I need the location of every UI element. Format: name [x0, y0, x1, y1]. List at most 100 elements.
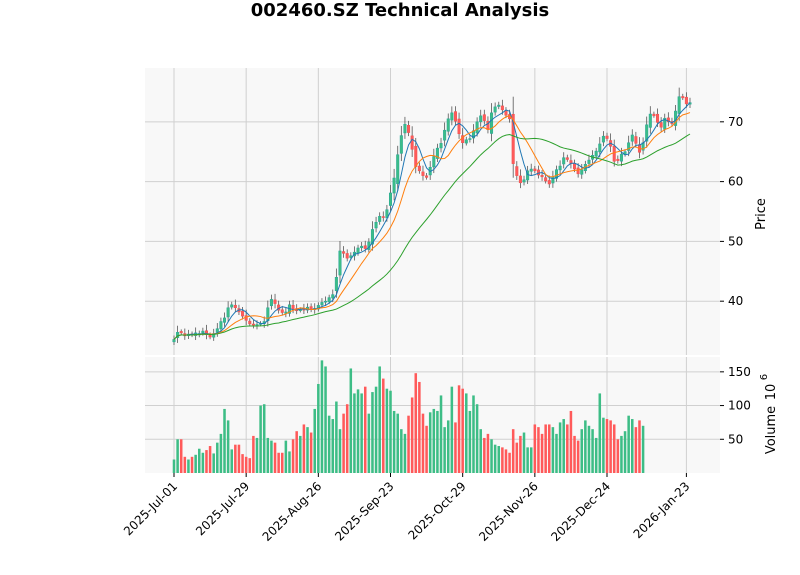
moving-average-10: [173, 112, 691, 340]
volume-bar: [591, 429, 594, 473]
chart-title: 002460.SZ Technical Analysis: [250, 0, 550, 21]
candle-body: [403, 123, 407, 134]
volume-tick-label: 50: [728, 432, 743, 446]
moving-average-5: [173, 102, 691, 340]
volume-bar: [486, 433, 490, 473]
volume-bar: [468, 410, 472, 473]
date-tick-label: 2026-Jan-23: [631, 479, 693, 541]
volume-bar: [223, 408, 226, 473]
candle-body: [493, 106, 497, 113]
candle-body: [360, 245, 364, 249]
volume-bar: [280, 452, 284, 473]
candle-body: [446, 118, 450, 132]
volume-bar: [638, 420, 641, 473]
volume-bar: [371, 392, 374, 473]
volume-bar: [226, 420, 230, 473]
volume-bar: [407, 415, 410, 473]
candle-body: [208, 334, 212, 338]
candle-body: [374, 222, 378, 229]
candle-body: [320, 302, 324, 306]
volume-exponent: 6: [759, 374, 770, 380]
candle-body: [601, 135, 605, 143]
volume-bar: [187, 459, 190, 473]
volume-bar: [598, 393, 602, 473]
volume-bar: [616, 439, 620, 473]
volume-bar: [425, 425, 428, 473]
candle-body: [598, 143, 602, 153]
candle-body: [605, 135, 609, 139]
volume-bar: [526, 447, 529, 473]
volume-bar: [331, 419, 335, 473]
volume-bar: [634, 427, 638, 473]
candle-body: [381, 216, 385, 218]
date-tick-label: 2025-Dec-24: [548, 479, 613, 544]
volume-bar: [392, 410, 396, 473]
candle-body: [580, 169, 584, 175]
volume-tick-label: 100: [728, 399, 751, 413]
volume-bar: [576, 440, 580, 473]
volume-bar: [569, 410, 573, 473]
volume-bar: [493, 444, 497, 473]
volume-bar: [241, 454, 244, 473]
candle-body: [684, 96, 688, 105]
candle-body: [443, 129, 447, 141]
volume-bar: [302, 424, 306, 473]
candle-body: [410, 135, 414, 150]
candle-body: [453, 111, 457, 122]
moving-average-30: [173, 133, 691, 340]
candle-body: [356, 247, 360, 254]
volume-bar: [584, 420, 587, 473]
candle-body: [554, 169, 559, 179]
volume-bar: [197, 448, 201, 473]
volume-bar: [631, 419, 634, 473]
volume-bar: [327, 415, 331, 473]
candle-body: [396, 154, 400, 185]
candle-body: [533, 168, 537, 172]
volume-bar: [641, 425, 645, 473]
volume-bar: [183, 456, 187, 473]
volume-bar: [363, 386, 367, 473]
volume-bar: [194, 454, 197, 473]
volume-bar: [262, 404, 266, 473]
candle-body: [652, 113, 656, 117]
volume-bar: [252, 435, 255, 473]
price-tick-label: 50: [728, 234, 743, 248]
volume-bar: [421, 413, 425, 473]
candle-body: [241, 310, 245, 317]
candlesticks: [172, 87, 692, 346]
volume-bar: [522, 432, 526, 473]
volume-bar: [403, 433, 407, 473]
candle-body: [392, 177, 396, 194]
candle-body: [291, 304, 295, 310]
candle-body: [439, 143, 443, 149]
volume-bar: [342, 413, 345, 473]
candle-body: [363, 245, 367, 249]
volume-bar: [248, 458, 252, 473]
volume-bar: [309, 432, 313, 473]
moving-averages: [173, 102, 691, 340]
candle-body: [666, 117, 670, 123]
volume-bar: [400, 429, 403, 473]
candle-body: [500, 105, 504, 111]
candle-body: [659, 122, 663, 128]
volume-bar: [234, 444, 237, 473]
volume-bar: [540, 433, 544, 473]
candle-body: [331, 294, 335, 299]
candle-body: [616, 158, 620, 161]
volume-bar: [396, 413, 399, 473]
volume-bars: [172, 360, 645, 473]
candle-body: [251, 323, 255, 326]
volume-bar: [230, 449, 233, 473]
candle-body: [677, 96, 681, 114]
volume-bar: [562, 419, 565, 473]
volume-bar: [410, 397, 414, 473]
candle-body: [201, 330, 205, 334]
volume-bar: [176, 439, 179, 473]
candle-body: [407, 125, 411, 133]
candle-body: [627, 142, 631, 151]
volume-bar: [609, 420, 612, 473]
candle-body: [515, 166, 519, 176]
volume-bar: [266, 437, 270, 473]
candle-body: [490, 112, 494, 134]
candle-body: [645, 124, 649, 142]
